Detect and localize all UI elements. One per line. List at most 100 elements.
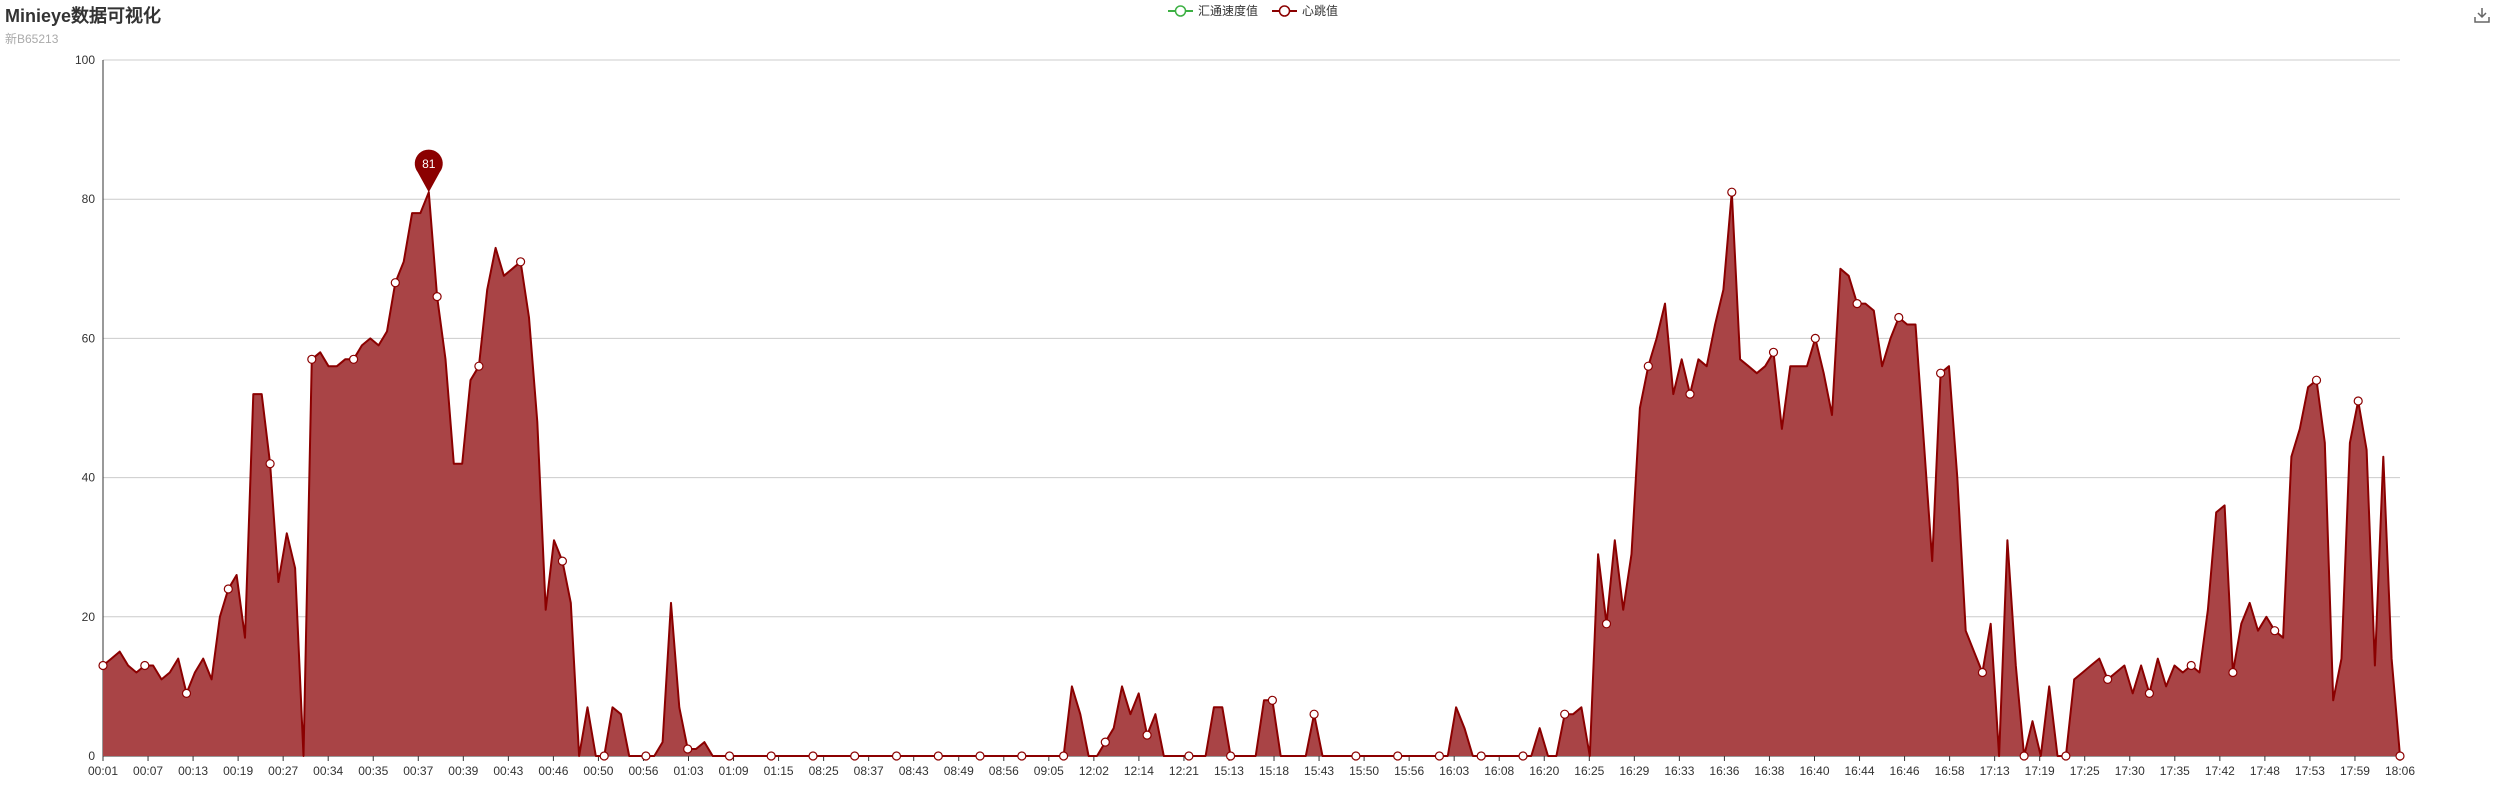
- data-point: [98, 660, 108, 671]
- x-tick-label: 08:49: [944, 764, 974, 778]
- x-tick-label: 16:46: [1890, 764, 1920, 778]
- data-point: [1100, 737, 1110, 747]
- x-tick-label: 16:25: [1574, 764, 1604, 778]
- data-point: [683, 744, 693, 754]
- data-point: [432, 292, 442, 302]
- max-markpoint-label: 81: [422, 157, 436, 171]
- x-tick-label: 00:46: [538, 764, 568, 778]
- x-tick-label: 17:30: [2115, 764, 2145, 778]
- max-markpoint-pin: [414, 149, 443, 193]
- data-point: [474, 361, 484, 371]
- data-point: [1309, 709, 1319, 719]
- x-tick-label: 17:19: [2025, 764, 2055, 778]
- x-tick-label: 16:58: [1935, 764, 1965, 778]
- data-point: [1560, 709, 1570, 719]
- x-tick-label: 00:35: [358, 764, 388, 778]
- y-tick-label: 0: [88, 749, 95, 763]
- data-point: [1727, 187, 1737, 197]
- data-point: [933, 751, 943, 761]
- data-point: [1810, 333, 1820, 343]
- x-tick-label: 01:09: [719, 764, 749, 778]
- data-point: [307, 354, 317, 364]
- x-tick-label: 16:44: [1845, 764, 1875, 778]
- data-point: [1393, 751, 1403, 761]
- data-point: [2228, 667, 2238, 678]
- y-tick-label: 80: [82, 192, 96, 206]
- chart-title: Minieye数据可视化: [5, 6, 162, 26]
- data-point: [1476, 751, 1486, 761]
- data-point: [1351, 751, 1361, 761]
- series-line-heartbeat: [102, 191, 2401, 757]
- x-tick-label: 00:56: [628, 764, 658, 778]
- x-tick-label: 00:07: [133, 764, 163, 778]
- data-point: [2270, 626, 2280, 636]
- data-point: [223, 584, 233, 594]
- x-tick-label: 08:43: [899, 764, 929, 778]
- x-tick-label: 16:20: [1529, 764, 1559, 778]
- x-tick-label: 00:37: [403, 764, 433, 778]
- data-point: [181, 688, 192, 699]
- x-tick-label: 00:34: [313, 764, 343, 778]
- chart-subtitle: 新B65213: [5, 32, 59, 46]
- data-point: [1685, 389, 1695, 399]
- data-point: [1768, 347, 1779, 357]
- legend-item-heartbeat[interactable]: 心跳值: [1272, 2, 1338, 19]
- x-tick-label: 00:27: [268, 764, 298, 778]
- legend-label-speed: 汇通速度值: [1198, 4, 1259, 18]
- data-point: [2311, 375, 2322, 385]
- data-point: [766, 751, 776, 761]
- data-point: [2019, 751, 2029, 761]
- y-tick-label: 20: [82, 610, 96, 624]
- y-tick-label: 40: [82, 471, 96, 485]
- x-tick-label: 00:01: [88, 764, 118, 778]
- data-point: [2186, 660, 2196, 671]
- data-point: [2395, 751, 2405, 761]
- data-point: [891, 751, 902, 761]
- x-tick-label: 16:29: [1619, 764, 1649, 778]
- data-point: [557, 556, 568, 566]
- x-tick-label: 00:39: [448, 764, 478, 778]
- chart-legend: 汇通速度值 心跳值: [1168, 2, 1338, 19]
- x-tick-label: 00:19: [223, 764, 253, 778]
- data-point: [1017, 751, 1027, 761]
- y-tick-label: 100: [75, 53, 95, 67]
- data-point: [1852, 299, 1862, 309]
- data-point: [2103, 674, 2113, 685]
- x-tick-label: 08:56: [989, 764, 1019, 778]
- x-tick-label: 15:50: [1349, 764, 1379, 778]
- data-point: [1434, 751, 1445, 761]
- x-tick-label: 17:53: [2295, 764, 2325, 778]
- x-tick-label: 12:21: [1169, 764, 1199, 778]
- x-tick-label: 17:25: [2070, 764, 2100, 778]
- legend-item-speed[interactable]: 汇通速度值: [1168, 2, 1258, 19]
- data-point: [390, 278, 400, 288]
- x-tick-label: 00:50: [583, 764, 613, 778]
- data-point: [641, 751, 651, 761]
- x-tick-label: 16:03: [1439, 764, 1469, 778]
- data-point: [724, 751, 735, 761]
- data-point: [349, 354, 359, 364]
- x-tick-label: 16:38: [1754, 764, 1784, 778]
- x-tick-label: 01:15: [764, 764, 794, 778]
- x-tick-label: 12:02: [1079, 764, 1109, 778]
- y-tick-label: 60: [82, 331, 96, 345]
- data-point: [1267, 695, 1278, 705]
- x-tick-label: 17:13: [1980, 764, 2010, 778]
- x-tick-label: 00:13: [178, 764, 208, 778]
- data-point: [1977, 667, 1988, 678]
- data-point: [599, 751, 609, 761]
- download-icon[interactable]: [2473, 6, 2491, 24]
- data-point: [1894, 312, 1904, 323]
- series-area-heartbeat: [103, 192, 2400, 756]
- x-tick-label: 16:36: [1709, 764, 1739, 778]
- legend-label-heartbeat: 心跳值: [1302, 4, 1339, 18]
- x-tick-label: 15:56: [1394, 764, 1424, 778]
- data-point: [1058, 751, 1069, 761]
- legend-line-circle-icon: [1272, 4, 1298, 17]
- data-point: [1643, 361, 1653, 371]
- x-tick-label: 16:08: [1484, 764, 1514, 778]
- x-tick-label: 15:13: [1214, 764, 1244, 778]
- data-point: [1518, 751, 1528, 761]
- x-tick-label: 12:14: [1124, 764, 1154, 778]
